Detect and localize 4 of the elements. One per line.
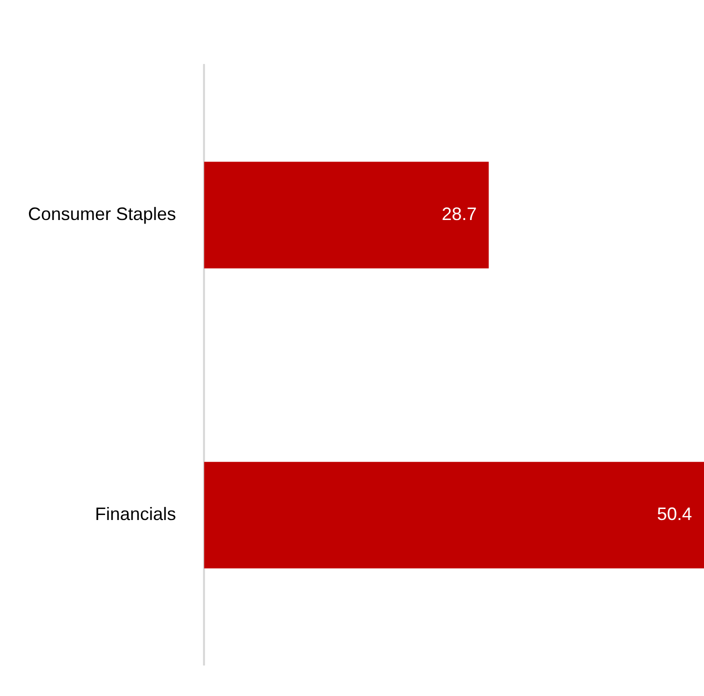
data-label: 28.7 [442, 204, 477, 224]
y-tick-label: Financials [95, 504, 176, 524]
y-tick-label: Consumer Staples [28, 204, 176, 224]
data-label: 50.4 [656, 504, 692, 524]
